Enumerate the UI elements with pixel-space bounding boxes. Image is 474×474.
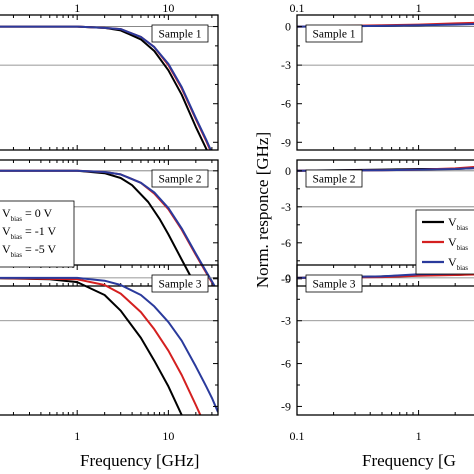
panel-frame — [0, 264, 219, 416]
series-line-3 — [0, 25, 212, 150]
legend-entry: Vbias = -5 V — [2, 242, 57, 259]
legend: Vbias Vbias Vbias — [415, 209, 474, 275]
y-tick-label: 0 — [285, 20, 291, 34]
y-tick-label: -6 — [281, 357, 291, 371]
x-tick-label-top: 1 — [416, 1, 422, 15]
y-tick-label: -9 — [281, 272, 291, 286]
series-line-1 — [0, 25, 208, 150]
panel-1: Sample 1 — [0, 14, 219, 151]
x-tick-label-bottom: 10 — [162, 429, 174, 443]
x-tick-label-top: 0.1 — [290, 1, 305, 15]
x-axis-title: Frequency [GHz] — [80, 451, 199, 470]
panel-1: 0 -3 -6 -9 Sample 1 — [281, 14, 474, 151]
panel-3: 0 -3 -6 -9 Sample 3 — [281, 264, 474, 416]
y-tick-label: -9 — [281, 135, 291, 149]
legend-box — [0, 200, 75, 268]
panel-label: Sample 2 — [158, 174, 201, 186]
panel-label: Sample 2 — [312, 174, 355, 186]
legend-entry: Vbias — [448, 235, 468, 252]
panel-label-box — [151, 169, 209, 188]
panel-frame — [0, 14, 219, 151]
y-tick-label: -6 — [281, 236, 291, 250]
y-axis-title: Norm. responce [GHz] — [253, 132, 272, 288]
legend-entry: Vbias — [448, 255, 468, 272]
panel-3: Sample 3 — [0, 264, 219, 416]
x-tick-label-top: 10 — [162, 1, 174, 15]
x-axis-title: Frequency [G — [362, 451, 456, 470]
y-tick-label: -9 — [281, 399, 291, 413]
panel-2: 0 -3 -6 -9 Sample 2 — [281, 159, 474, 287]
panel-label: Sample 1 — [312, 29, 355, 41]
left-chart: Sample 1 Sample 2 Sample 3 1 1 10 10 Frequency … — [0, 1, 219, 470]
x-tick-label-bottom: 0.1 — [290, 429, 305, 443]
series-line-2 — [0, 277, 202, 415]
panel-label: Sample 3 — [312, 279, 355, 291]
x-tick-label-top: 1 — [74, 1, 80, 15]
panel-label-box — [305, 274, 363, 293]
y-tick-label: 0 — [285, 164, 291, 178]
x-tick-label-bottom: 1 — [416, 429, 422, 443]
panel-label-box — [305, 169, 363, 188]
panel-label-box — [151, 24, 209, 43]
panel-label-box — [305, 24, 363, 43]
panel-label: Sample 1 — [158, 29, 201, 41]
panel-label: Sample 3 — [158, 279, 201, 291]
legend-entry: Vbias — [448, 215, 468, 232]
y-tick-label: -3 — [281, 200, 291, 214]
x-tick-label-bottom: 1 — [74, 429, 80, 443]
panel-frame — [0, 159, 219, 287]
right-chart: 0 -3 -6 -9 Sample 1 0 -3 -6 -9 Sample 2 0 -3 -6 -9 Sam… — [253, 1, 474, 470]
panel-frame — [296, 264, 474, 416]
panel-2: Sample 2 — [0, 159, 219, 287]
legend-entry: Vbias = 0 V — [2, 206, 53, 223]
panel-frame — [296, 14, 474, 151]
y-tick-label: -3 — [281, 58, 291, 72]
panel-label-box — [151, 274, 209, 293]
series-line-3 — [0, 276, 218, 413]
y-tick-label: -6 — [281, 97, 291, 111]
legend-entry: Vbias = -1 V — [2, 224, 57, 241]
panel-frame — [296, 159, 474, 287]
series-line-3 — [0, 169, 216, 286]
y-tick-label: 0 — [285, 271, 291, 285]
series-line-2 — [0, 25, 212, 150]
y-tick-label: -3 — [281, 314, 291, 328]
series-line-1 — [0, 277, 183, 415]
